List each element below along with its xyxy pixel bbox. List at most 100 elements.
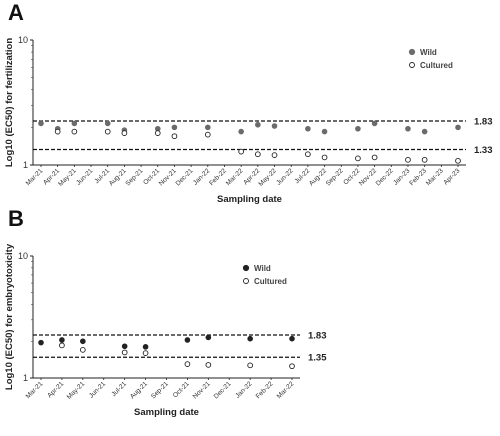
x-tick-label: Nov-21 (158, 167, 178, 187)
wild-point (184, 337, 191, 343)
cultured-point (271, 152, 278, 158)
legend-marker (242, 264, 250, 272)
legend-marker (409, 62, 415, 68)
cultured-point (121, 130, 128, 136)
x-tick-label: Jun-21 (88, 380, 107, 399)
x-tick-label: Mar-21 (25, 380, 45, 400)
y-axis-title: Log10 (EC50) for embryotoxicity (4, 243, 15, 390)
x-tick-label: Oct-21 (172, 380, 191, 399)
wild-point (355, 125, 361, 132)
cultured-point (247, 362, 254, 369)
cultured-point (355, 155, 361, 162)
x-axis-title: Sampling date (134, 407, 199, 418)
legend-marker (243, 278, 249, 284)
cultured-point (205, 362, 212, 368)
x-tick-label: Mar-22 (276, 380, 296, 400)
legend-marker (408, 48, 416, 56)
x-tick-label: Dec-22 (375, 167, 395, 187)
reference-line-label: 1.83 (308, 331, 327, 342)
cultured-point (371, 154, 378, 161)
wild-point (455, 124, 461, 131)
x-tick-label: Apr-23 (442, 167, 461, 186)
x-tick-label: Feb-22 (208, 167, 228, 187)
cultured-point (321, 154, 328, 161)
x-tick-label: Nov-22 (358, 167, 378, 187)
cultured-point (254, 151, 261, 158)
reference-line-label: 1.33 (474, 145, 493, 156)
cultured-point (184, 361, 191, 367)
wild-point (38, 120, 44, 127)
wild-point (271, 123, 278, 129)
wild-point (289, 335, 295, 342)
legend-label: Cultured (254, 277, 287, 286)
x-tick-label: Aug-21 (108, 167, 128, 187)
x-tick-label: Aug-21 (129, 380, 149, 400)
x-tick-label: Nov-21 (192, 380, 212, 400)
wild-point (205, 124, 211, 131)
cultured-point (79, 347, 86, 353)
cultured-point (305, 151, 311, 158)
wild-point (421, 128, 428, 135)
reference-line-label: 1.83 (474, 116, 493, 127)
x-tick-label: Apr-21 (46, 380, 65, 399)
cultured-point (59, 342, 65, 349)
x-tick-label: Mar-22 (225, 167, 245, 187)
wild-point (205, 334, 212, 341)
x-tick-label: Feb-23 (408, 167, 428, 187)
y-tick-label: 1 (23, 373, 28, 383)
wild-point (171, 124, 178, 131)
x-tick-label: Jul-21 (110, 380, 128, 398)
wild-point (247, 335, 253, 342)
x-tick-label: Sep-22 (325, 167, 345, 187)
cultured-point (71, 128, 78, 135)
legend-label: Wild (254, 264, 271, 273)
cultured-point (405, 156, 411, 163)
x-tick-label: May-22 (257, 167, 278, 188)
wild-point (238, 128, 244, 135)
cultured-point (121, 349, 128, 356)
wild-point (405, 125, 411, 132)
x-tick-label: Mar-21 (25, 167, 45, 187)
wild-point (71, 120, 78, 127)
x-tick-label: Jun-22 (275, 167, 294, 186)
wild-point (305, 125, 311, 132)
x-tick-label: Sep-21 (125, 167, 145, 187)
cultured-point (289, 363, 295, 370)
y-tick-label: 10 (18, 251, 28, 261)
wild-point (321, 128, 328, 135)
wild-point (80, 338, 86, 345)
panel-letter: B (8, 206, 24, 231)
wild-point (121, 343, 128, 350)
x-tick-label: Dec-21 (175, 167, 195, 187)
wild-point (104, 120, 111, 127)
y-tick-label: 1 (23, 160, 28, 170)
cultured-point (142, 350, 149, 356)
y-axis-title: Log10 (EC50) for fertilization (4, 38, 15, 168)
x-tick-label: Sep-21 (150, 380, 170, 400)
cultured-point (421, 156, 428, 163)
cultured-point (54, 128, 61, 135)
wild-point (59, 337, 65, 343)
cultured-point (204, 131, 211, 138)
x-tick-label: Jan-22 (234, 380, 253, 399)
x-tick-label: Mar-23 (425, 167, 445, 187)
x-tick-label: Aug-22 (308, 167, 328, 187)
wild-point (38, 339, 44, 346)
cultured-point (455, 157, 461, 164)
cultured-point (171, 133, 178, 140)
x-tick-label: Dec-21 (213, 380, 233, 400)
wild-point (142, 344, 149, 350)
legend-label: Cultured (420, 61, 453, 70)
x-tick-label: Feb-22 (255, 380, 275, 400)
x-tick-label: Jun-21 (75, 167, 94, 186)
cultured-point (154, 130, 161, 136)
cultured-point (104, 128, 111, 135)
wild-point (371, 120, 378, 127)
legend-label: Wild (420, 48, 437, 57)
wild-point (255, 121, 261, 128)
y-tick-label: 10 (18, 35, 28, 45)
reference-line-label: 1.35 (308, 353, 327, 364)
